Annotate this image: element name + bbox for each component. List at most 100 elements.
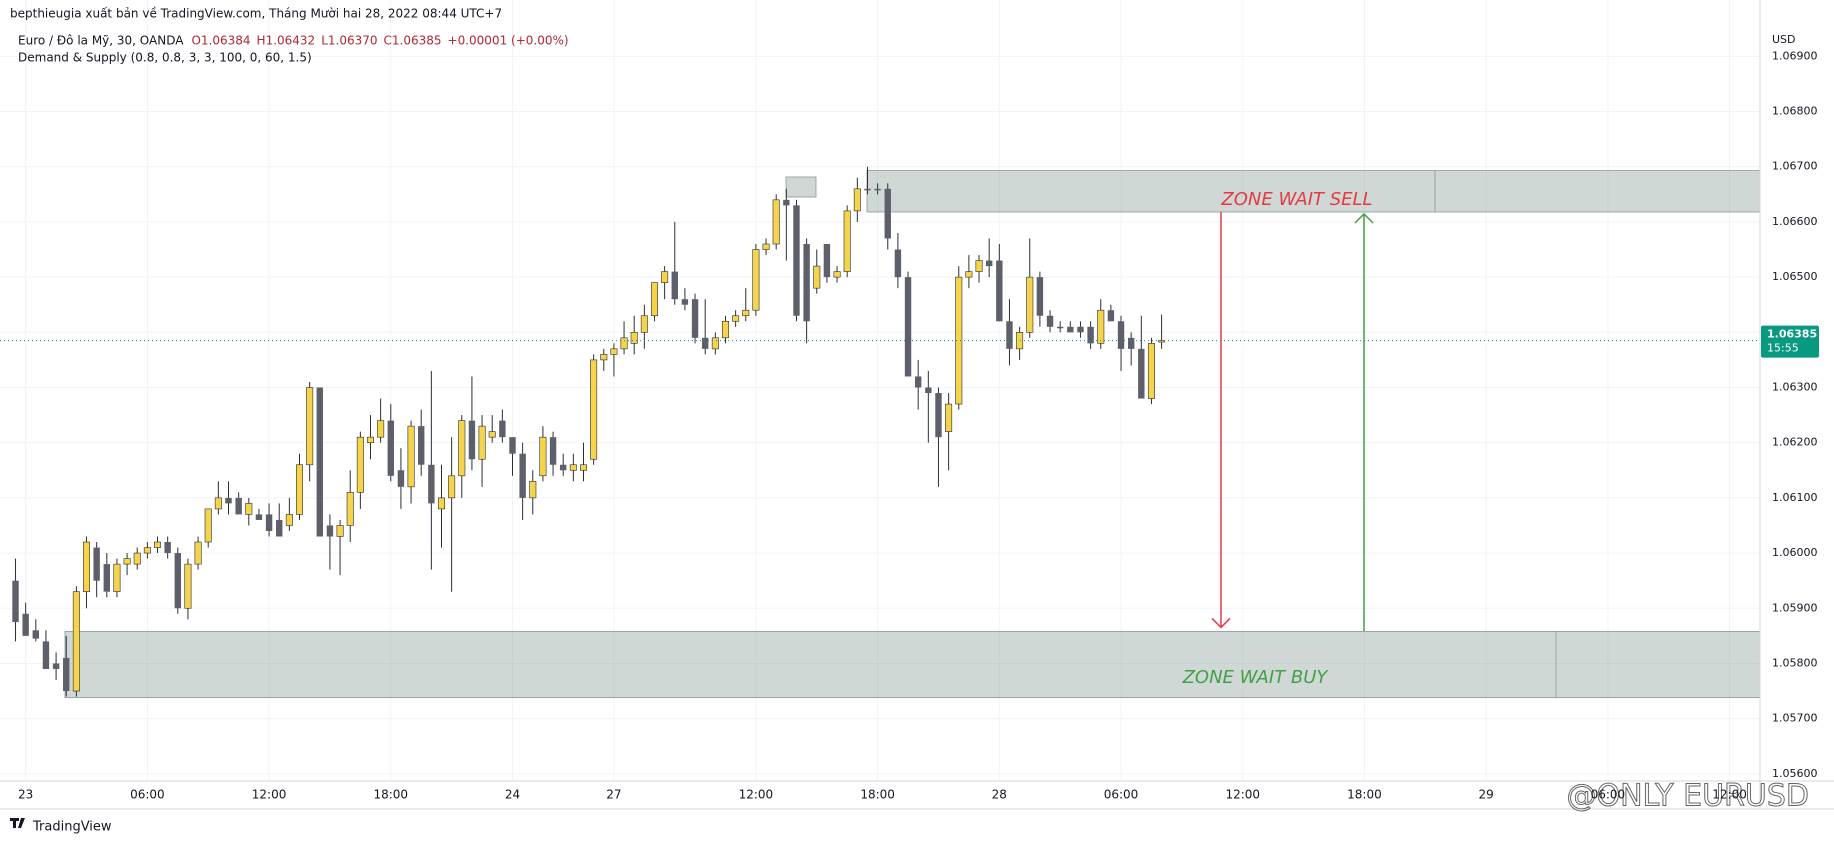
candle-body (590, 359, 598, 460)
candle-body (12, 580, 19, 623)
ohlc-value: L1.06370 (321, 34, 377, 48)
candle-body (823, 244, 831, 278)
candle-body (52, 663, 60, 669)
candle-body (1067, 326, 1074, 333)
candle-body (245, 503, 253, 515)
candle-body (925, 387, 932, 394)
candles (12, 166, 1166, 697)
candle-body (407, 425, 415, 488)
candle-body (600, 354, 608, 361)
candle-body (945, 403, 953, 432)
brand-logo (10, 818, 25, 828)
zone-label: ZONE WAIT BUY (1182, 667, 1330, 688)
x-tick-label: 12:00 (1225, 788, 1260, 802)
candle-body (194, 541, 202, 565)
candle-body (935, 393, 942, 438)
candle-body (336, 525, 344, 537)
candle-body (772, 199, 780, 245)
candle-body (366, 436, 374, 443)
candle-body (691, 299, 699, 338)
y-tick-label: 1.05600 (1772, 767, 1818, 780)
candle-body (853, 188, 861, 212)
y-tick-label: 1.06200 (1772, 436, 1818, 449)
candle-body (184, 563, 192, 609)
x-tick-label: 06:00 (1591, 788, 1626, 802)
ohlc-value: O1.06384 (191, 34, 250, 48)
brand: TradingView (32, 820, 112, 835)
candle-body (762, 243, 770, 250)
candle-body (1036, 277, 1044, 316)
candle-body (164, 542, 171, 554)
watermark: @ONLY EURUSD (1566, 779, 1809, 814)
candle-body (418, 426, 425, 465)
countdown: 15:55 (1767, 342, 1799, 355)
candle-body (387, 420, 394, 476)
candle-body (1147, 343, 1155, 399)
candle-body (1097, 309, 1105, 344)
candle-body (22, 613, 29, 636)
candle-body (397, 470, 405, 487)
x-tick-label: 28 (992, 788, 1007, 802)
candle-body (721, 320, 729, 339)
candle-body (904, 277, 912, 377)
candle-body (560, 464, 567, 471)
candle-body (661, 271, 669, 283)
candle-body (478, 425, 486, 460)
x-tick-label: 18:00 (373, 788, 408, 802)
y-tick-label: 1.06900 (1772, 49, 1818, 62)
candle-body (346, 492, 354, 526)
candle-body (874, 188, 881, 191)
y-tick-label: 1.06700 (1772, 160, 1818, 173)
candle-body (306, 387, 314, 466)
candle-body (265, 514, 273, 531)
sell-arrow-head (1211, 617, 1231, 629)
buy-arrow-head (1354, 212, 1374, 224)
candle-body (640, 315, 648, 333)
candle-body (154, 541, 162, 548)
candle-body (914, 376, 922, 388)
zone (64, 631, 1761, 699)
x-tick-label: 12:00 (252, 788, 287, 802)
candle-body (732, 315, 740, 322)
candle-body (1056, 326, 1064, 329)
candle-body (83, 541, 91, 592)
candle-body (681, 299, 689, 305)
small-box (785, 176, 817, 198)
overlay: ZONE WAIT SELL ZONE WAIT BUY (0, 189, 1760, 688)
candle-body (437, 497, 445, 510)
candle-body (123, 558, 131, 565)
candle-body (620, 337, 628, 350)
candle-body (783, 199, 790, 206)
candle-body (356, 436, 364, 493)
candle-body (884, 188, 891, 239)
candle-body (204, 508, 212, 543)
candle-body (1016, 332, 1024, 350)
grid (0, 0, 1760, 781)
price-label: 1.06385 (1767, 328, 1817, 341)
price-badge (1761, 325, 1819, 358)
zones (64, 170, 1761, 699)
candle-body (610, 348, 618, 355)
x-tick-label: 18:00 (1347, 788, 1382, 802)
candle-body (448, 475, 456, 499)
candle-body (985, 260, 993, 267)
candle-body (975, 260, 983, 272)
y-tick-label: 1.05700 (1772, 712, 1818, 725)
x-tick-label: 06:00 (1104, 788, 1139, 802)
candle-body (113, 563, 121, 592)
candle-body (235, 497, 242, 515)
candle-body (579, 464, 587, 471)
y-tick-label: 1.06500 (1772, 270, 1818, 283)
y-tick-label: 1.06100 (1772, 491, 1818, 504)
x-tick-label: 18:00 (860, 788, 895, 802)
candle-body (174, 553, 181, 609)
candle-body (428, 464, 435, 504)
candle-body (42, 641, 50, 669)
candle-body (133, 552, 141, 565)
candle-body (630, 332, 638, 344)
y-tick-label: 1.06000 (1772, 546, 1818, 559)
candle-body (1117, 321, 1125, 349)
candle-body (296, 464, 304, 515)
y-tick-label: 1.06600 (1772, 215, 1818, 228)
